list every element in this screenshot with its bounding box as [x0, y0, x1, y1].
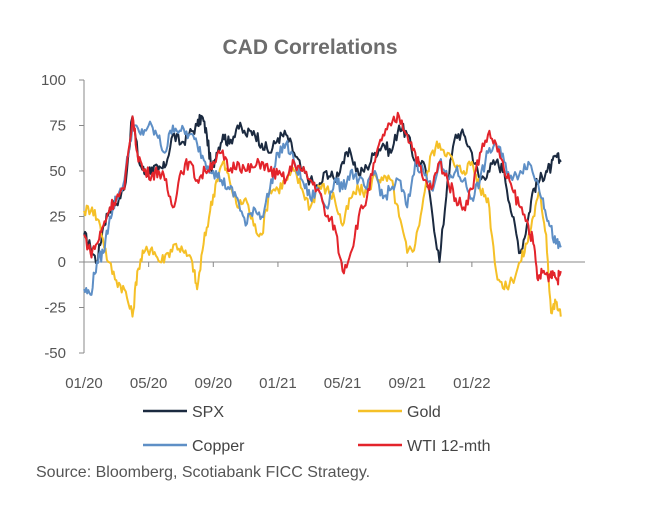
legend-label-wti-12-mth: WTI 12-mth — [407, 438, 491, 455]
x-tick-label: 09/21 — [388, 375, 426, 392]
series-line-spx — [83, 113, 562, 264]
y-tick-label: 75 — [49, 118, 66, 135]
x-tick-label: 05/21 — [324, 375, 362, 392]
y-tick-label: -50 — [44, 345, 66, 362]
y-tick-label: 0 — [58, 254, 66, 271]
legend-label-gold: Gold — [407, 404, 441, 421]
x-tick-label: 05/20 — [130, 375, 168, 392]
chart-title: CAD Correlations — [222, 36, 397, 59]
x-tick-label: 09/20 — [195, 375, 233, 392]
y-tick-label: 25 — [49, 209, 66, 226]
y-tick-label: 100 — [41, 72, 66, 89]
x-tick-label: 01/22 — [453, 375, 491, 392]
y-tick-label: -25 — [44, 300, 66, 317]
series-line-gold — [83, 140, 562, 318]
legend: SPX Gold Copper WTI 12-mth — [143, 404, 491, 455]
legend-label-copper: Copper — [192, 438, 245, 455]
source-note: Source: Bloomberg, Scotiabank FICC Strat… — [36, 464, 371, 481]
x-tick-label: 01/20 — [65, 375, 103, 392]
axes: -50 -25 0 25 50 75 100 01/20 05/20 09/20 01/21 05/2… — [41, 72, 585, 392]
series-line-wti-12-mth — [83, 111, 562, 286]
x-tick-label: 01/21 — [259, 375, 297, 392]
legend-label-spx: SPX — [192, 404, 224, 421]
series-layer — [83, 111, 562, 318]
y-tick-label: 50 — [49, 163, 66, 180]
